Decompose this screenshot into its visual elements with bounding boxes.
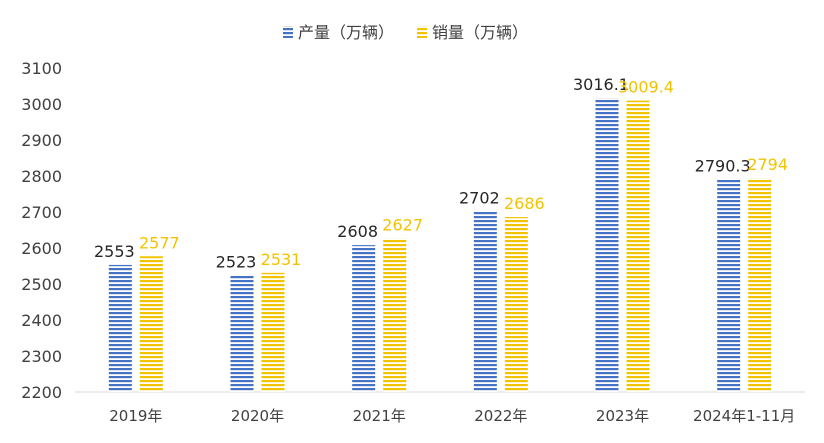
- bar-sales: [139, 256, 163, 392]
- y-tick-label: 2900: [21, 131, 62, 150]
- bar-production: [352, 245, 376, 392]
- y-tick-label: 2400: [21, 311, 62, 330]
- y-tick-label: 2700: [21, 203, 62, 222]
- x-tick-label: 2019年: [109, 407, 162, 425]
- data-labels: 2553 2577 2523 2531 2608 2627 2702 2686 3016.130…: [94, 75, 788, 272]
- y-tick-label: 2200: [21, 383, 62, 402]
- data-label: 2702: [459, 188, 500, 207]
- legend-swatch: [283, 26, 293, 38]
- y-tick-label: 2300: [21, 347, 62, 366]
- data-label: 3016.1: [573, 75, 629, 94]
- data-label: 2608: [337, 222, 378, 241]
- bar-production: [230, 275, 254, 392]
- data-label: 2686: [504, 194, 545, 213]
- legend-swatch: [417, 26, 427, 38]
- x-tick-label: 2022年: [474, 407, 527, 425]
- x-tick-label: 2021年: [353, 407, 406, 425]
- legend-label: 销量（万辆）: [432, 23, 528, 42]
- bars: [108, 98, 772, 392]
- data-label: 2790.3: [695, 156, 751, 175]
- legend: 产量（万辆） 销量（万辆）: [283, 23, 528, 42]
- bar-sales: [626, 100, 650, 392]
- y-tick-label: 2800: [21, 167, 62, 186]
- data-label: 2531: [261, 250, 302, 269]
- bar-sales: [504, 217, 528, 392]
- x-tick-label: 2024年1-11月: [693, 407, 795, 425]
- data-label: 2794: [747, 155, 788, 174]
- bar-production: [717, 179, 741, 392]
- x-axis: 2019年 2020年 2021年 2022年 2023年 2024年1-11月: [75, 391, 805, 425]
- x-tick-label: 2020年: [231, 407, 284, 425]
- bar-sales: [261, 272, 285, 392]
- bar-sales: [748, 178, 772, 392]
- y-axis: 2200 2300 2400 2500 2600 2700 2800 2900 3000 3100: [21, 59, 62, 402]
- y-tick-label: 3000: [21, 95, 62, 114]
- data-label: 2627: [382, 215, 423, 234]
- data-label: 2577: [139, 233, 180, 252]
- data-label: 3009.4: [618, 78, 674, 97]
- legend-item-production[interactable]: 产量（万辆）: [283, 23, 394, 42]
- bar-production: [595, 98, 619, 392]
- bar-sales: [383, 238, 407, 392]
- data-label: 2553: [94, 242, 135, 261]
- data-label: 2523: [216, 253, 257, 272]
- legend-label: 产量（万辆）: [298, 23, 394, 42]
- bar-production: [108, 264, 132, 392]
- x-tick-label: 2023年: [596, 407, 649, 425]
- bar-production: [473, 211, 497, 392]
- y-tick-label: 2500: [21, 275, 62, 294]
- y-tick-label: 2600: [21, 239, 62, 258]
- y-tick-label: 3100: [21, 59, 62, 78]
- legend-item-sales[interactable]: 销量（万辆）: [417, 23, 528, 42]
